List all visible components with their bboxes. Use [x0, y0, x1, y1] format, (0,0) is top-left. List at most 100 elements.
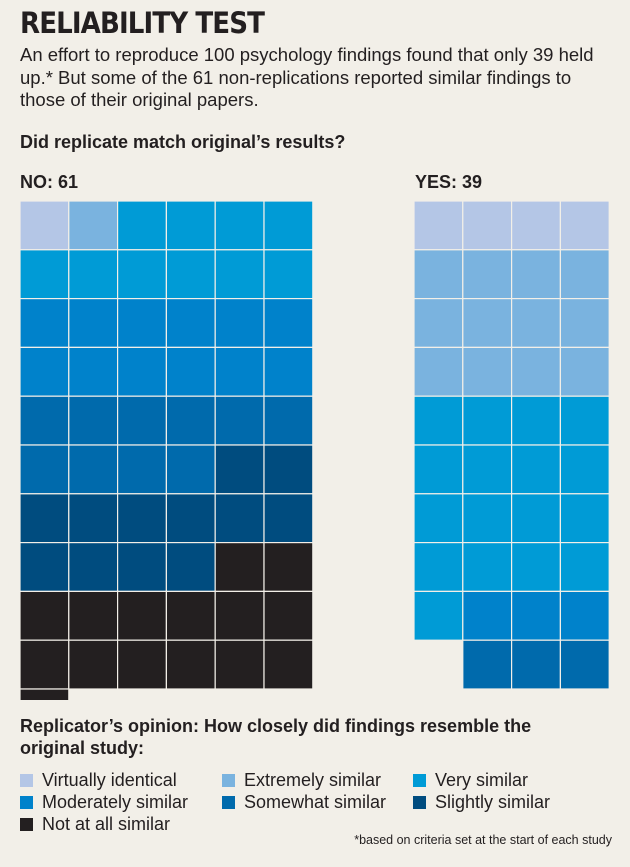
subtitle: An effort to reproduce 100 psychology fi…	[20, 44, 594, 110]
legend-label: Extremely similar	[244, 769, 382, 790]
waffle-cell-yes	[559, 346, 610, 397]
legend-swatch	[222, 795, 235, 809]
yes-group-label: YES: 39	[415, 172, 483, 192]
waffle-cell-yes	[413, 200, 464, 251]
waffle-cell-no	[165, 541, 216, 592]
waffle-cell-no	[68, 493, 119, 544]
legend-item-moderately-similar: Moderately similar	[20, 791, 188, 813]
waffle-cell-no	[263, 200, 314, 251]
waffle-cell-no	[68, 444, 119, 495]
waffle-cell-no	[68, 346, 119, 397]
legend-title: Replicator’s opinion: How closely did fi…	[20, 716, 532, 758]
waffle-cell-no	[19, 541, 70, 592]
waffle-cell-no	[165, 200, 216, 251]
waffle-cell-yes	[462, 639, 513, 690]
waffle-chart	[19, 200, 610, 700]
waffle-cell-yes	[413, 590, 464, 641]
waffle-cell-yes	[462, 395, 513, 446]
waffle-cell-yes	[559, 541, 610, 592]
waffle-cell-yes	[511, 590, 562, 641]
waffle-cell-yes	[462, 590, 513, 641]
waffle-cell-yes	[511, 444, 562, 495]
legend: Virtually identical Extremely similar Ve…	[20, 769, 620, 839]
legend-label: Very similar	[435, 769, 529, 790]
waffle-cell-yes	[462, 298, 513, 349]
waffle-cell-yes	[559, 493, 610, 544]
footnote: *based on criteria set at the start of e…	[354, 833, 612, 847]
waffle-cell-no	[214, 493, 265, 544]
legend-swatch	[20, 773, 33, 787]
legend-item-not-at-all-similar: Not at all similar	[20, 813, 170, 835]
waffle-cell-yes	[511, 639, 562, 690]
waffle-cell-no	[68, 590, 119, 641]
waffle-cell-yes	[511, 346, 562, 397]
legend-item-very-similar: Very similar	[413, 769, 528, 791]
page-title: RELIABILITY TEST	[20, 6, 265, 40]
legend-label: Slightly similar	[435, 791, 551, 812]
legend-swatch	[20, 795, 33, 809]
waffle-cell-no	[19, 639, 70, 690]
waffle-cell-no	[165, 639, 216, 690]
waffle-cell-no	[263, 395, 314, 446]
waffle-cell-yes	[559, 298, 610, 349]
waffle-cell-no	[19, 493, 70, 544]
waffle-cell-yes	[462, 493, 513, 544]
waffle-cell-no	[214, 590, 265, 641]
waffle-cell-no	[116, 493, 167, 544]
chart-question: Did replicate match original’s results?	[20, 132, 346, 152]
waffle-cell-yes	[559, 395, 610, 446]
waffle-cell-yes	[462, 346, 513, 397]
waffle-cell-no	[263, 346, 314, 397]
waffle-cell-yes	[511, 249, 562, 300]
waffle-cell-yes	[511, 541, 562, 592]
waffle-cell-no	[263, 493, 314, 544]
waffle-cell-yes	[413, 346, 464, 397]
waffle-cell-yes	[462, 249, 513, 300]
waffle-cell-no	[19, 590, 70, 641]
waffle-cell-no	[214, 249, 265, 300]
waffle-cell-no	[263, 590, 314, 641]
waffle-cell-yes	[462, 444, 513, 495]
waffle-cell-yes	[559, 200, 610, 251]
waffle-cell-no	[19, 298, 70, 349]
waffle-cell-no	[214, 444, 265, 495]
waffle-cell-no	[116, 541, 167, 592]
waffle-cell-no	[165, 590, 216, 641]
waffle-cell-no	[116, 298, 167, 349]
waffle-cell-no	[68, 541, 119, 592]
legend-item-extremely-similar: Extremely similar	[222, 769, 381, 791]
waffle-cell-yes	[559, 590, 610, 641]
waffle-cell-no	[68, 639, 119, 690]
waffle-cell-no	[165, 444, 216, 495]
legend-swatch	[413, 773, 426, 787]
waffle-cell-yes	[413, 493, 464, 544]
legend-label: Virtually identical	[42, 769, 177, 790]
waffle-cell-no	[68, 395, 119, 446]
waffle-cell-yes	[559, 639, 610, 690]
waffle-cell-no	[68, 249, 119, 300]
waffle-cell-yes	[511, 493, 562, 544]
waffle-cell-no	[214, 395, 265, 446]
waffle-cell-no	[116, 200, 167, 251]
waffle-cell-no	[263, 541, 314, 592]
waffle-cell-no	[263, 298, 314, 349]
waffle-cell-no	[19, 395, 70, 446]
waffle-cell-no	[263, 444, 314, 495]
waffle-cell-no	[116, 444, 167, 495]
legend-label: Somewhat similar	[244, 791, 387, 812]
waffle-cell-no	[68, 298, 119, 349]
waffle-cell-yes	[511, 200, 562, 251]
waffle-cell-yes	[413, 541, 464, 592]
waffle-cell-no	[214, 639, 265, 690]
waffle-cell-yes	[413, 444, 464, 495]
waffle-cell-yes	[462, 200, 513, 251]
no-group-label: NO: 61	[20, 172, 79, 192]
waffle-cell-no	[165, 395, 216, 446]
waffle-cell-no	[263, 249, 314, 300]
waffle-cell-no	[165, 346, 216, 397]
legend-swatch	[413, 795, 426, 809]
waffle-cell-no	[19, 444, 70, 495]
waffle-cell-no	[68, 200, 119, 251]
waffle-cell-no	[165, 298, 216, 349]
waffle-cell-no	[19, 200, 70, 251]
